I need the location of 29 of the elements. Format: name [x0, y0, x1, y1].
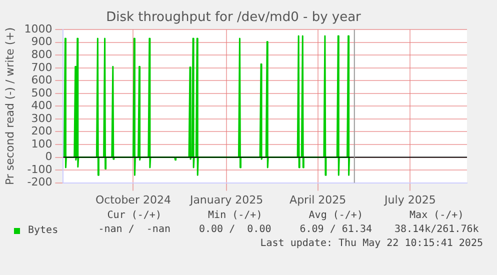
y-tick-label: 700 [31, 60, 52, 74]
y-tick-label: 0 [45, 150, 52, 164]
text: 38.14k/261.76k [393, 224, 480, 236]
y-tick-label: 100 [31, 137, 52, 150]
y-tick-label: -200 [27, 176, 52, 189]
text: -nan / -nan [97, 224, 172, 236]
y-axis-title: Pr second read (-) / write (+) [3, 27, 16, 186]
x-tick-label: April 2025 [290, 193, 346, 206]
y-tick-label: 1000 [24, 22, 52, 36]
x-tick-label: July 2025 [384, 193, 436, 206]
y-tick-label: 300 [31, 112, 52, 125]
legend-label: Bytes [28, 225, 58, 236]
y-tick-label: 800 [31, 48, 52, 61]
text: Last update: Thu May 22 10:15:41 2025 [259, 238, 484, 249]
text: Min (-/+) [207, 210, 264, 222]
x-tick-label: January 2025 [188, 193, 264, 206]
y-tick-label: 500 [31, 86, 52, 100]
chart-title: Disk throughput for /dev/md0 - by year [106, 10, 362, 26]
text: Max (-/+) [408, 210, 465, 222]
y-tick-label: 200 [31, 124, 52, 138]
text: 6.09 / 61.34 [298, 224, 373, 236]
x-tick-label: October 2024 [95, 193, 171, 206]
text: 0.00 / 0.00 [198, 224, 272, 236]
y-tick-label: 400 [31, 99, 52, 112]
y-tick-label: -100 [27, 162, 52, 176]
text: Avg (-/+) [308, 210, 364, 222]
text: Cur (-/+) [106, 210, 162, 222]
y-tick-label: 900 [31, 35, 52, 48]
y-tick-label: 600 [31, 74, 52, 87]
